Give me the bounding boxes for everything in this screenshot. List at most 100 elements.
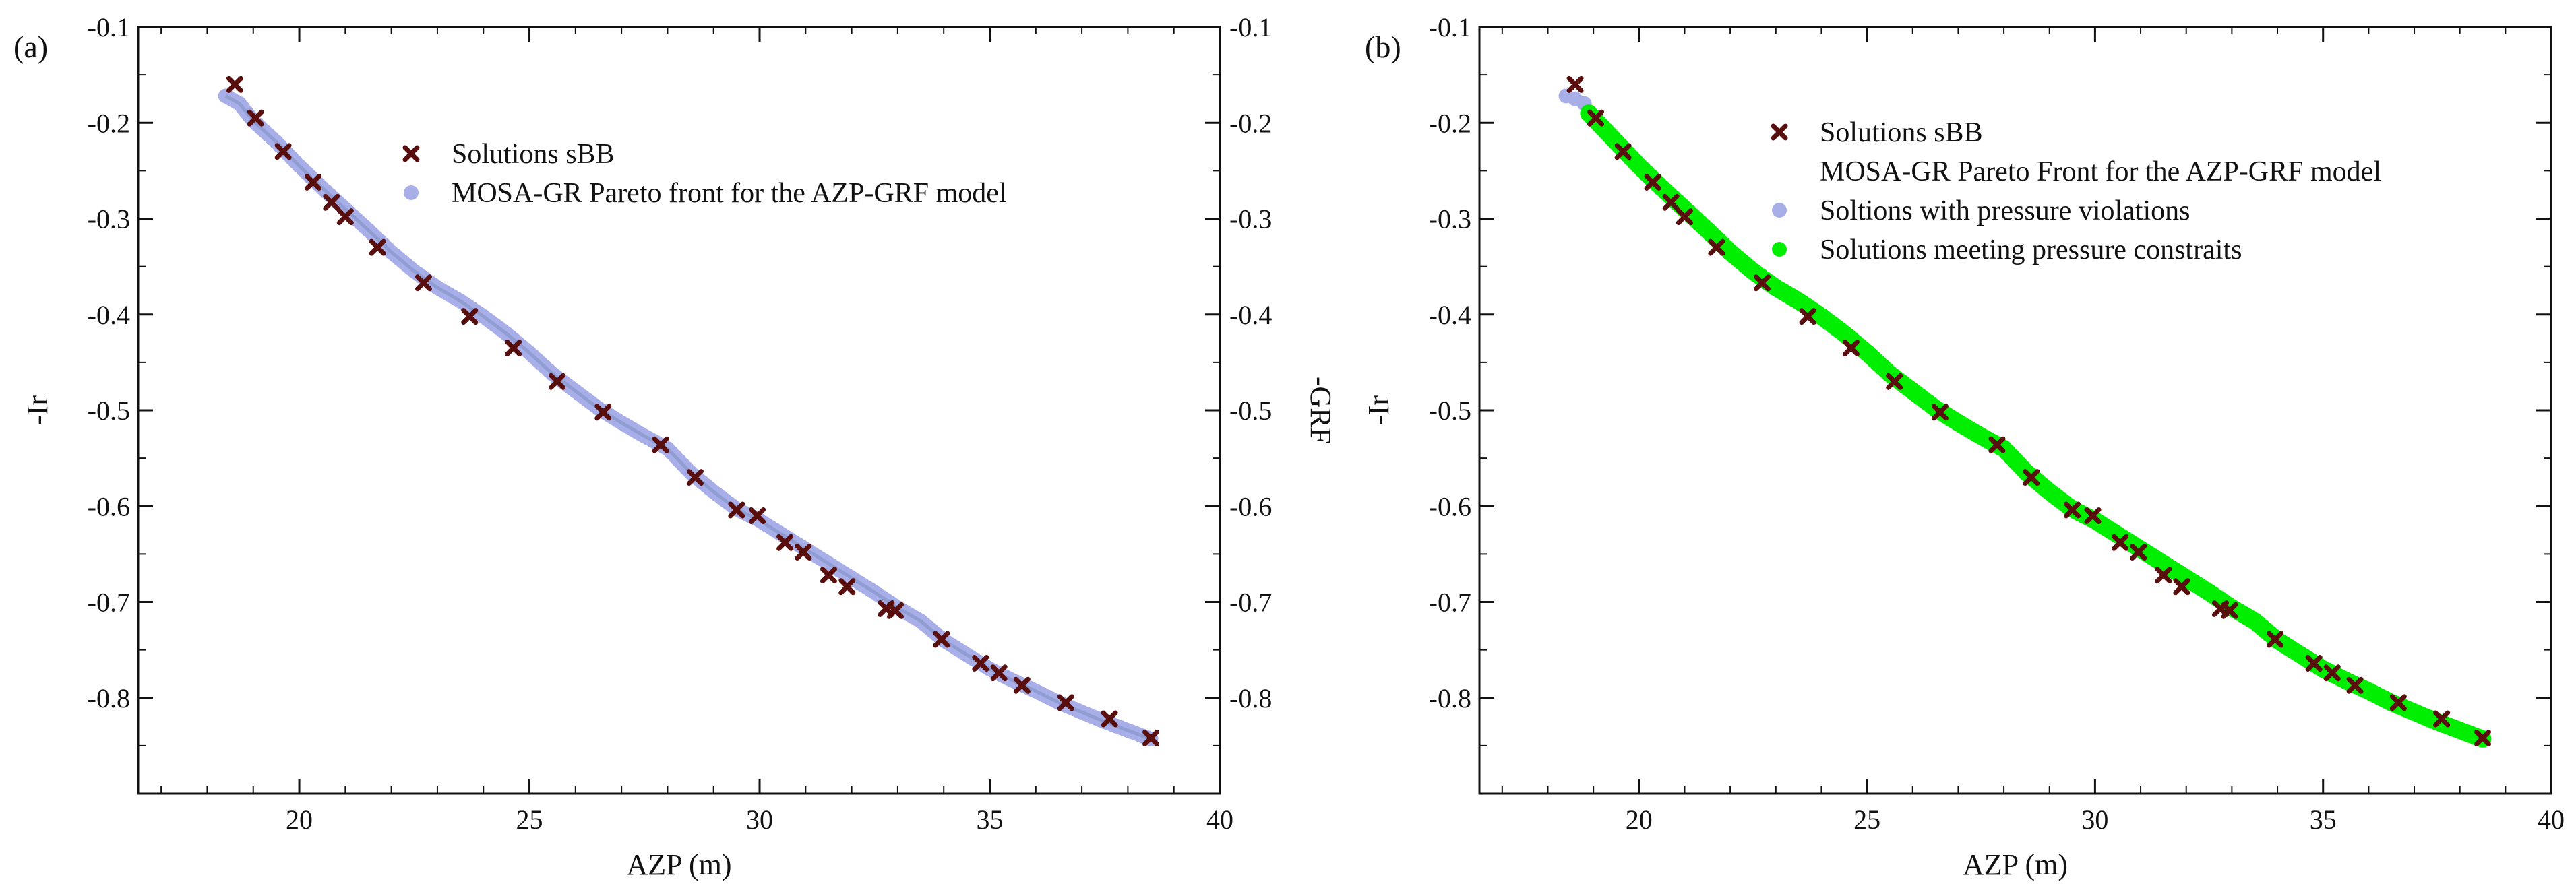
sbb-marker-stroke-2 bbox=[1644, 173, 1661, 191]
plot-frame bbox=[1478, 26, 2552, 795]
x-tick-label: 40 bbox=[2538, 804, 2565, 835]
y-tick-label: -0.2 bbox=[1429, 108, 1471, 138]
sbb-marker-stroke-2 bbox=[1842, 340, 1860, 357]
sbb-solution-point bbox=[2112, 534, 2129, 551]
sbb-marker-stroke-2 bbox=[323, 193, 340, 211]
sbb-solution-point bbox=[972, 655, 989, 672]
sbb-marker-stroke-2 bbox=[2323, 664, 2341, 682]
sbb-solution-point bbox=[887, 602, 904, 619]
sbb-marker-stroke-2 bbox=[594, 404, 612, 421]
y2-tick-label: -0.5 bbox=[1229, 395, 1272, 426]
sbb-marker-stroke-2 bbox=[728, 501, 745, 519]
sbb-marker-stroke-2 bbox=[795, 544, 812, 561]
sbb-solution-point bbox=[933, 631, 950, 648]
sbb-marker-stroke-2 bbox=[887, 602, 904, 619]
legend-label: MOSA-GR Pareto front for the AZP-GRF mod… bbox=[452, 178, 1007, 209]
sbb-solution-point bbox=[1644, 173, 1661, 191]
panel-label: (b) bbox=[1365, 30, 1401, 64]
sbb-marker-stroke-2 bbox=[1753, 274, 1771, 292]
legend: Solutions sBB MOSA-GR Pareto front for th… bbox=[402, 139, 1007, 209]
sbb-solution-point bbox=[1142, 729, 1160, 746]
legend-label: Solutions sBB bbox=[452, 139, 615, 170]
sbb-marker-stroke-2 bbox=[652, 436, 669, 453]
y-tick-label: -0.5 bbox=[1429, 395, 1471, 426]
y-tick-label: -0.4 bbox=[88, 300, 130, 330]
plot-frame bbox=[137, 26, 1221, 795]
legend-marker-sbb bbox=[402, 145, 420, 162]
sbb-solution-point bbox=[1587, 109, 1605, 127]
y-tick-label: -0.2 bbox=[88, 108, 130, 138]
legend-label: Solutions sBB bbox=[1820, 117, 1983, 148]
y-axis-title: -Ir bbox=[21, 395, 54, 425]
sbb-marker-stroke-2 bbox=[2389, 694, 2407, 711]
y-tick-label: -0.7 bbox=[88, 587, 130, 618]
legend-label: Solutions meeting pressure constraits bbox=[1820, 234, 2242, 265]
sbb-solution-point bbox=[2323, 664, 2341, 682]
sbb-solution-point bbox=[838, 578, 856, 596]
y-tick-label: -0.8 bbox=[1429, 683, 1471, 713]
sbb-marker-stroke-2 bbox=[247, 109, 264, 127]
sbb-solution-point bbox=[505, 340, 522, 357]
y-tick-label: -0.4 bbox=[1429, 300, 1471, 330]
sbb-solution-point bbox=[1566, 75, 1584, 93]
y2-tick-label: -0.2 bbox=[1229, 108, 1272, 138]
sbb-solution-point bbox=[305, 173, 322, 191]
sbb-marker-stroke-2 bbox=[336, 208, 354, 226]
sbb-marker-stroke-2 bbox=[1676, 208, 1693, 226]
y-tick-label: -0.1 bbox=[88, 12, 130, 42]
sbb-solution-point bbox=[728, 501, 745, 519]
panel-label: (a) bbox=[13, 30, 48, 64]
sbb-marker-stroke-2 bbox=[1566, 75, 1584, 93]
sbb-solution-point bbox=[2130, 544, 2147, 561]
y2-tick-label: -0.8 bbox=[1229, 683, 1272, 713]
y2-tick-label: -0.6 bbox=[1229, 491, 1272, 521]
sbb-solution-point bbox=[2346, 676, 2364, 694]
sbb-solution-point bbox=[1101, 710, 1118, 728]
x-tick-label: 20 bbox=[286, 804, 313, 835]
sbb-solution-point bbox=[226, 75, 243, 93]
sbb-marker-stroke-2 bbox=[1708, 238, 1725, 256]
panel-a: 20 25 30 35 40 -0.1 -0.1 -0.2 -0.2 -0.3 -0.3 -0.4 -0… bbox=[13, 12, 1337, 881]
sbb-marker-stroke-2 bbox=[305, 173, 322, 191]
sbb-marker-stroke-2 bbox=[1142, 729, 1160, 746]
sbb-marker-stroke-2 bbox=[972, 655, 989, 672]
sbb-marker-stroke-2 bbox=[990, 664, 1008, 682]
sbb-solution-point bbox=[2221, 602, 2238, 619]
x-tick-label: 30 bbox=[746, 804, 773, 835]
sbb-solution-point bbox=[1988, 436, 2006, 453]
y2-tick-label: -0.4 bbox=[1229, 300, 1272, 330]
sbb-solution-point bbox=[2084, 507, 2102, 524]
sbb-marker-stroke-2 bbox=[2474, 729, 2492, 746]
sbb-marker-stroke-2 bbox=[1013, 676, 1031, 694]
panel-b: 20 25 30 35 40 -0.1 -0.2 -0.3 -0.4 -0.5 -0.6 -0.7 -0… bbox=[1362, 12, 2565, 881]
x-tick-label: 20 bbox=[1626, 804, 1653, 835]
sbb-marker-stroke-2 bbox=[2064, 501, 2081, 519]
sbb-marker-stroke-2 bbox=[549, 373, 566, 390]
sbb-solution-point bbox=[2474, 729, 2492, 746]
x-tick-label: 35 bbox=[2310, 804, 2337, 835]
x-axis-title: AZP (m) bbox=[626, 848, 731, 881]
sbb-solution-point bbox=[1842, 340, 1860, 357]
y-tick-label: -0.5 bbox=[88, 395, 130, 426]
sbb-solution-point bbox=[2064, 501, 2081, 519]
sbb-marker-stroke-2 bbox=[2112, 534, 2129, 551]
sbb-marker-stroke-2 bbox=[2433, 710, 2451, 728]
legend-marker-sbb bbox=[1771, 123, 1788, 141]
sbb-marker-stroke-2 bbox=[2130, 544, 2147, 561]
y2-axis-title: -GRF bbox=[1304, 377, 1337, 444]
sbb-solution-point bbox=[652, 436, 669, 453]
sbb-solution-point bbox=[990, 664, 1008, 682]
sbb-marker-stroke-2 bbox=[2084, 507, 2102, 524]
y-tick-label: -0.7 bbox=[1429, 587, 1471, 618]
sbb-marker-stroke-2 bbox=[2267, 631, 2284, 648]
sbb-marker-stroke-2 bbox=[2305, 655, 2323, 672]
sbb-marker-stroke-2 bbox=[2173, 578, 2190, 596]
legend-marker-pareto bbox=[404, 185, 419, 200]
sbb-marker-stroke-2 bbox=[776, 534, 794, 551]
x-tick-label: 35 bbox=[977, 804, 1004, 835]
sbb-solution-point bbox=[1662, 193, 1680, 211]
series-sbb-solutions bbox=[226, 75, 1160, 746]
sbb-solution-point bbox=[2023, 469, 2040, 486]
sbb-solution-point bbox=[1614, 143, 1632, 160]
sbb-solution-point bbox=[820, 567, 837, 584]
